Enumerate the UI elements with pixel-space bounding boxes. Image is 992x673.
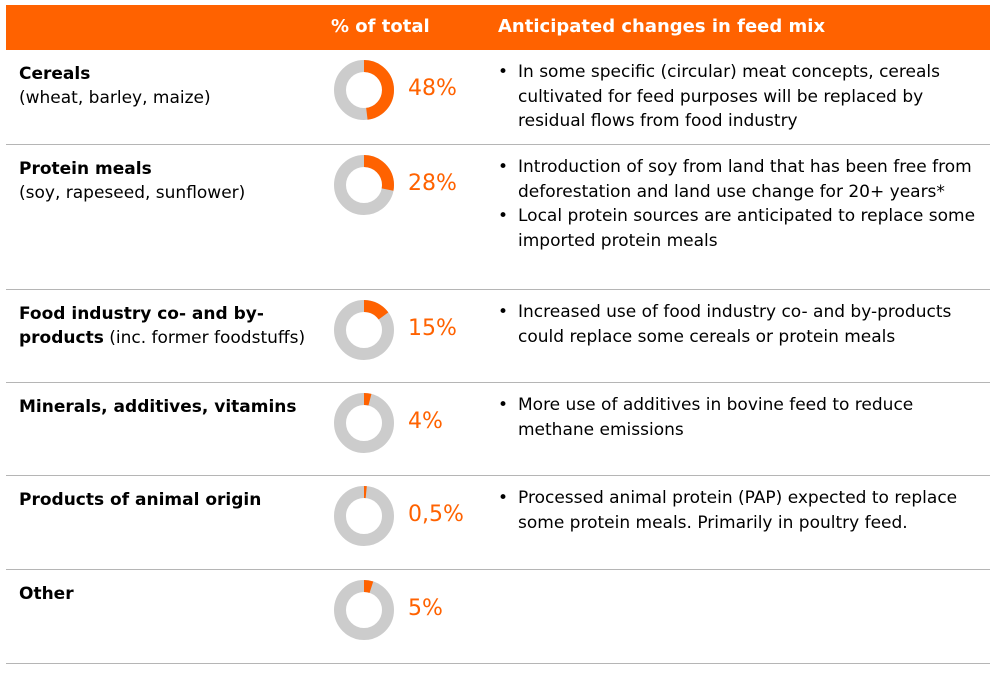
category-title: Food industry co- and by-products [19, 304, 264, 348]
table-row: Products of animal origin 0,5% Processed … [6, 476, 990, 570]
category: Cereals (wheat, barley, maize) [19, 62, 319, 110]
table-row: Minerals, additives, vitamins 4% More use… [6, 383, 990, 476]
donut-share-arc [334, 155, 394, 215]
donut-ring [334, 580, 394, 640]
category: Other [19, 582, 319, 606]
category-title: Products of animal origin [19, 490, 262, 510]
share-donut [334, 393, 394, 453]
share-donut [334, 155, 394, 215]
pct-value: 28% [408, 171, 457, 196]
feed-mix-table: % of total Anticipated changes in feed m… [6, 5, 990, 664]
change-item: Processed animal protein (PAP) expected … [498, 486, 978, 535]
pct-value: 4% [408, 409, 443, 434]
donut-share-arc [334, 393, 394, 453]
change-item: Local protein sources are anticipated to… [498, 204, 978, 253]
donut-share-arc [334, 300, 394, 360]
category-title: Cereals [19, 64, 91, 84]
share-donut [334, 300, 394, 360]
donut-share-arc [334, 60, 394, 120]
changes-list: More use of additives in bovine feed to … [498, 393, 978, 442]
category-subtitle: (inc. former foodstuffs) [109, 328, 306, 348]
category-title: Other [19, 584, 74, 604]
change-item: Introduction of soy from land that has b… [498, 155, 978, 204]
donut-ring [334, 393, 394, 453]
donut-share-arc [334, 486, 394, 546]
table-row: Other 5% [6, 570, 990, 664]
pct-value: 48% [408, 76, 457, 101]
share-donut [334, 60, 394, 120]
category: Food industry co- and by-products (inc. … [19, 302, 319, 350]
table-row: Protein meals (soy, rapeseed, sunflower) … [6, 145, 990, 290]
changes-list: In some specific (circular) meat concept… [498, 60, 978, 134]
category: Protein meals (soy, rapeseed, sunflower) [19, 157, 319, 205]
category-title: Minerals, additives, vitamins [19, 397, 297, 417]
pct-value: 5% [408, 596, 443, 621]
change-item: In some specific (circular) meat concept… [498, 60, 978, 134]
category-title: Protein meals [19, 159, 152, 179]
donut-ring [334, 486, 394, 546]
header-pct: % of total [331, 16, 430, 37]
category-subtitle: (wheat, barley, maize) [19, 88, 211, 108]
share-donut [334, 580, 394, 640]
share-donut [334, 486, 394, 546]
table-header: % of total Anticipated changes in feed m… [6, 5, 990, 50]
changes-list: Processed animal protein (PAP) expected … [498, 486, 978, 535]
changes-list: Increased use of food industry co- and b… [498, 300, 978, 349]
change-item: Increased use of food industry co- and b… [498, 300, 978, 349]
category: Products of animal origin [19, 488, 319, 512]
category: Minerals, additives, vitamins [19, 395, 319, 419]
change-item: More use of additives in bovine feed to … [498, 393, 978, 442]
category-subtitle: (soy, rapeseed, sunflower) [19, 183, 246, 203]
table-row: Food industry co- and by-products (inc. … [6, 290, 990, 383]
changes-list: Introduction of soy from land that has b… [498, 155, 978, 253]
donut-share-arc [334, 580, 394, 640]
table-row: Cereals (wheat, barley, maize) 48% In some… [6, 50, 990, 145]
header-changes: Anticipated changes in feed mix [498, 16, 826, 37]
pct-value: 15% [408, 316, 457, 341]
pct-value: 0,5% [408, 502, 464, 527]
